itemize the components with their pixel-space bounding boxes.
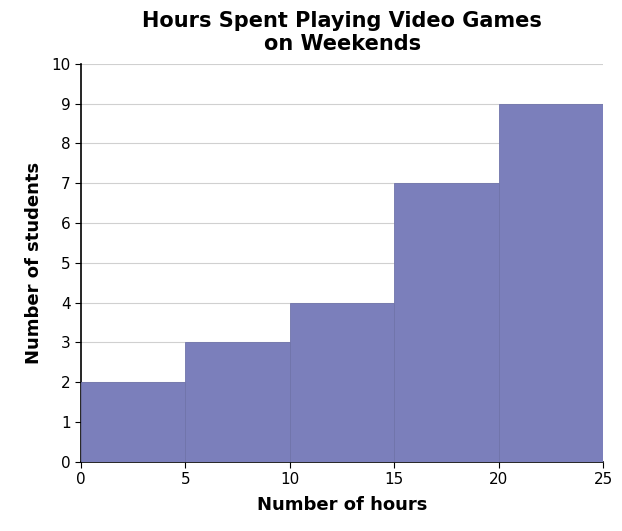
X-axis label: Number of hours: Number of hours — [257, 496, 427, 513]
Bar — [81, 382, 185, 462]
Bar — [290, 303, 394, 462]
Title: Hours Spent Playing Video Games
on Weekends: Hours Spent Playing Video Games on Weeke… — [142, 11, 542, 54]
Y-axis label: Number of students: Number of students — [25, 162, 43, 364]
Bar — [185, 342, 290, 462]
Bar — [499, 104, 603, 462]
Bar — [394, 183, 499, 462]
